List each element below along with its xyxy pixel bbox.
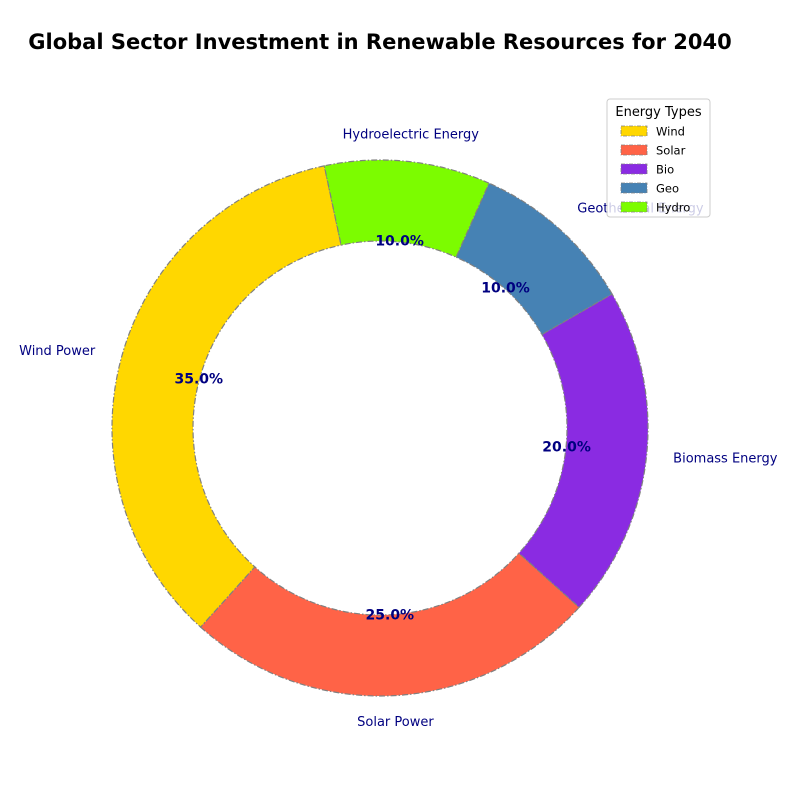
legend-label-bio: Bio — [656, 163, 674, 177]
legend-label-solar: Solar — [656, 144, 686, 158]
legend-label-geo: Geo — [656, 182, 679, 196]
percent-labels-group: 35.0% 25.0% 20.0% 10.0% 10.0% — [175, 233, 591, 623]
legend-label-hydro: Hydro — [656, 201, 690, 215]
percent-label-solar-power: 25.0% — [366, 607, 415, 623]
slices-group — [111, 159, 649, 697]
category-label-hydroelectric-energy: Hydroelectric Energy — [343, 127, 480, 142]
percent-label-biomass-energy: 20.0% — [542, 440, 591, 456]
percent-label-hydroelectric-energy: 10.0% — [375, 233, 424, 249]
chart-title: Global Sector Investment in Renewable Re… — [28, 30, 732, 54]
percent-label-geothermal-energy: 10.0% — [481, 281, 530, 297]
slice-biomass-energy — [518, 293, 649, 609]
legend-swatch-solar — [620, 144, 648, 156]
legend-swatch-bio — [620, 163, 648, 175]
category-label-biomass-energy: Biomass Energy — [673, 451, 778, 466]
slice-geothermal-energy — [455, 182, 613, 336]
percent-label-wind-power: 35.0% — [175, 371, 224, 387]
category-label-wind-power: Wind Power — [19, 344, 96, 359]
legend-swatch-geo — [620, 182, 648, 194]
legend-label-wind: Wind — [656, 125, 685, 139]
slice-solar-power — [199, 552, 581, 697]
slice-hydroelectric-energy — [323, 159, 490, 258]
legend: Energy Types Wind Solar Bio Geo Hydro — [606, 98, 711, 218]
slice-wind-power — [111, 165, 342, 629]
legend-swatch-wind — [620, 125, 648, 137]
legend-title: Energy Types — [615, 105, 702, 120]
category-label-solar-power: Solar Power — [357, 715, 434, 730]
legend-swatch-hydro — [620, 201, 648, 213]
